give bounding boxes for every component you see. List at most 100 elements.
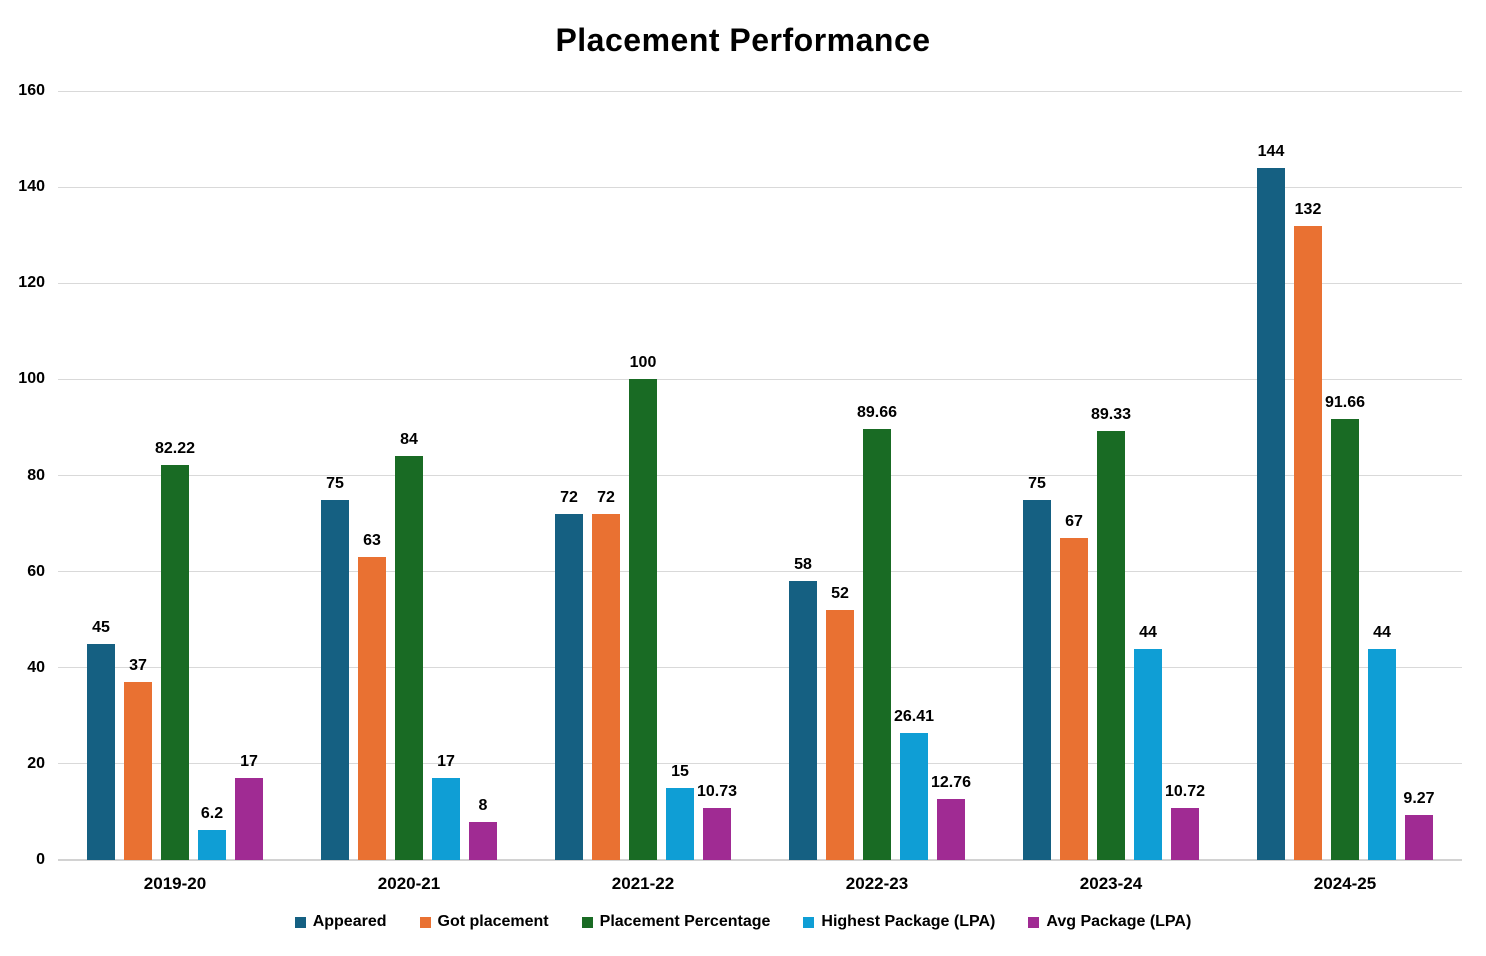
- data-label: 100: [629, 354, 657, 372]
- data-label: 63: [363, 532, 381, 550]
- data-label: 132: [1294, 200, 1322, 218]
- legend-marker-icon: [803, 916, 815, 928]
- bar-highest-package-lpa-2023-24: 44: [1134, 624, 1162, 860]
- x-axis-label: 2024-25: [1313, 874, 1377, 893]
- data-label: 75: [1028, 474, 1046, 492]
- bar-got-placement-2023-24: 67: [1060, 513, 1088, 860]
- data-label: 44: [1373, 623, 1391, 641]
- data-label: 91.66: [1324, 394, 1366, 412]
- bar-placement-percentage-2023-24: 89.33: [1091, 406, 1131, 860]
- data-label: 9.27: [1403, 790, 1435, 808]
- x-axis-label: 2020-21: [377, 874, 441, 893]
- bar-got-placement-2022-23: 52: [826, 585, 854, 860]
- bar-avg-package-lpa-2021-22: 10.73: [697, 783, 737, 860]
- bar-appeared-2019-20: 45: [87, 619, 115, 860]
- bar-placement-percentage-2021-22: 100: [629, 354, 657, 860]
- legend-item-got-placement: Got placement: [419, 913, 549, 931]
- y-axis-tick-label: 60: [27, 562, 45, 580]
- x-axis-line: [58, 859, 1462, 861]
- bar-highest-package-lpa-2020-21: 17: [432, 753, 460, 860]
- legend-item-placement-percentage: Placement Percentage: [581, 913, 771, 931]
- legend: Appeared Got placement Placement Percentag…: [0, 913, 1486, 931]
- gridline: [58, 186, 1462, 188]
- x-axis-label: 2019-20: [143, 874, 207, 893]
- bar-avg-package-lpa-2023-24: 10.72: [1165, 783, 1205, 860]
- gridline: [58, 763, 1462, 765]
- x-axis-label: 2023-24: [1079, 874, 1143, 893]
- legend-item-appeared: Appeared: [294, 913, 387, 931]
- bar-group-2023-24: 75 67 89.33 44 10.72: [994, 91, 1228, 860]
- bar-avg-package-lpa-2019-20: 17: [235, 753, 263, 860]
- data-label: 82.22: [154, 439, 196, 457]
- bar-placement-percentage-2019-20: 82.22: [155, 440, 195, 860]
- bar-placement-percentage-2024-25: 91.66: [1325, 394, 1365, 860]
- data-label: 26.41: [893, 708, 935, 726]
- y-axis-tick-label: 140: [18, 178, 45, 196]
- bar-avg-package-lpa-2022-23: 12.76: [931, 774, 971, 860]
- legend-item-avg-package-lpa: Avg Package (LPA): [1028, 913, 1191, 931]
- bar-appeared-2020-21: 75: [321, 475, 349, 860]
- data-label: 10.72: [1164, 783, 1206, 801]
- bar-got-placement-2021-22: 72: [592, 489, 620, 860]
- bar-group-2020-21: 75 63 84 17 8: [292, 91, 526, 860]
- bar-got-placement-2019-20: 37: [124, 657, 152, 860]
- data-label: 12.76: [930, 773, 972, 791]
- legend-marker-icon: [1028, 916, 1040, 928]
- legend-label: Avg Package (LPA): [1046, 913, 1192, 930]
- gridline: [58, 378, 1462, 380]
- y-axis-tick-label: 0: [36, 851, 45, 868]
- data-label: 10.73: [696, 783, 738, 801]
- bar-group-2021-22: 72 72 100 15 10.73: [526, 91, 760, 860]
- gridline: [58, 571, 1462, 573]
- bar-appeared-2023-24: 75: [1023, 475, 1051, 860]
- bar-got-placement-2020-21: 63: [358, 532, 386, 860]
- gridline: [58, 90, 1462, 92]
- chart-title: Placement Performance: [555, 22, 931, 58]
- gridline: [58, 282, 1462, 284]
- data-label: 75: [326, 474, 344, 492]
- data-label: 72: [560, 488, 578, 506]
- data-label: 52: [831, 585, 849, 603]
- y-axis-tick-label: 80: [27, 466, 45, 484]
- legend-marker-icon: [294, 916, 306, 928]
- bar-avg-package-lpa-2024-25: 9.27: [1403, 790, 1435, 860]
- legend-label: Highest Package (LPA): [821, 913, 996, 930]
- legend-label: Got placement: [437, 913, 549, 930]
- y-axis-tick-label: 120: [18, 274, 45, 292]
- x-axis-label: 2021-22: [611, 874, 675, 893]
- data-label: 58: [794, 556, 812, 574]
- y-axis-tick-label: 100: [18, 370, 45, 388]
- bar-highest-package-lpa-2021-22: 15: [666, 763, 694, 860]
- legend-label: Placement Percentage: [599, 913, 771, 930]
- legend-marker-icon: [419, 916, 431, 928]
- data-label: 17: [437, 753, 455, 771]
- data-label: 44: [1139, 623, 1157, 641]
- bar-appeared-2024-25: 144: [1257, 143, 1285, 860]
- gridline: [58, 475, 1462, 476]
- data-label: 15: [671, 762, 689, 780]
- bar-appeared-2021-22: 72: [555, 489, 583, 860]
- data-label: 6.2: [200, 805, 224, 823]
- data-label: 89.66: [856, 404, 898, 422]
- legend-label: Appeared: [312, 913, 387, 930]
- data-label: 67: [1065, 512, 1083, 530]
- x-axis-label: 2022-23: [845, 874, 909, 893]
- data-label: 84: [400, 431, 418, 449]
- data-label: 8: [478, 796, 488, 814]
- legend-item-highest-package-lpa: Highest Package (LPA): [803, 913, 995, 931]
- y-axis-tick-label: 160: [18, 82, 45, 99]
- bar-highest-package-lpa-2024-25: 44: [1368, 624, 1396, 860]
- data-label: 89.33: [1090, 405, 1132, 423]
- data-label: 144: [1257, 142, 1285, 160]
- plot-area: 0 20 40 60 80 100 120 140 160 45 37 82.22 6.2 17 2019-…: [18, 82, 1462, 893]
- bar-group-2019-20: 45 37 82.22 6.2 17: [58, 91, 292, 860]
- bar-placement-percentage-2022-23: 89.66: [857, 404, 897, 860]
- bar-placement-percentage-2020-21: 84: [395, 431, 423, 860]
- data-label: 17: [240, 753, 258, 771]
- gridline: [58, 667, 1462, 669]
- bar-group-2022-23: 58 52 89.66 26.41 12.76: [760, 91, 994, 860]
- y-axis-tick-label: 40: [27, 658, 45, 676]
- y-axis-tick-label: 20: [27, 754, 45, 772]
- data-label: 72: [597, 488, 615, 506]
